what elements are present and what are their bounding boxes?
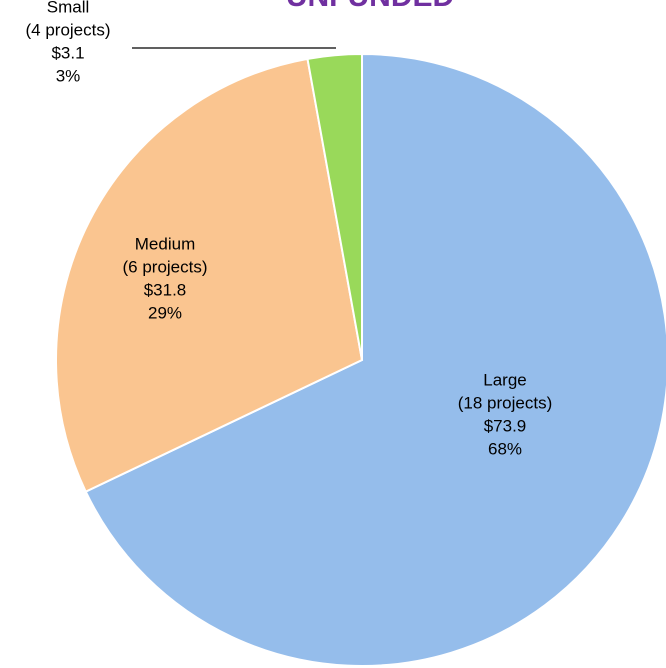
- category-label: Medium: [135, 234, 195, 253]
- chart-title: UNFUNDED: [286, 0, 454, 13]
- pie: [55, 52, 666, 667]
- category-label: Large: [483, 370, 526, 389]
- pie-slice: [55, 57, 364, 493]
- percent-label: 68%: [488, 439, 522, 458]
- pie-slice: [84, 52, 666, 667]
- percent-label: 29%: [148, 303, 182, 322]
- detail-label: (4 projects): [25, 20, 110, 39]
- labels: Large (18 projects) $73.9 68% Medium (6 proje…: [25, 0, 552, 458]
- pie-slice: [306, 52, 363, 361]
- percent-label: 3%: [56, 66, 81, 85]
- detail-label: (6 projects): [122, 257, 207, 276]
- value-label: $31.8: [144, 280, 187, 299]
- value-label: $73.9: [484, 416, 527, 435]
- category-label: Small: [47, 0, 90, 16]
- detail-label: (18 projects): [458, 393, 552, 412]
- value-label: $3.1: [51, 43, 84, 62]
